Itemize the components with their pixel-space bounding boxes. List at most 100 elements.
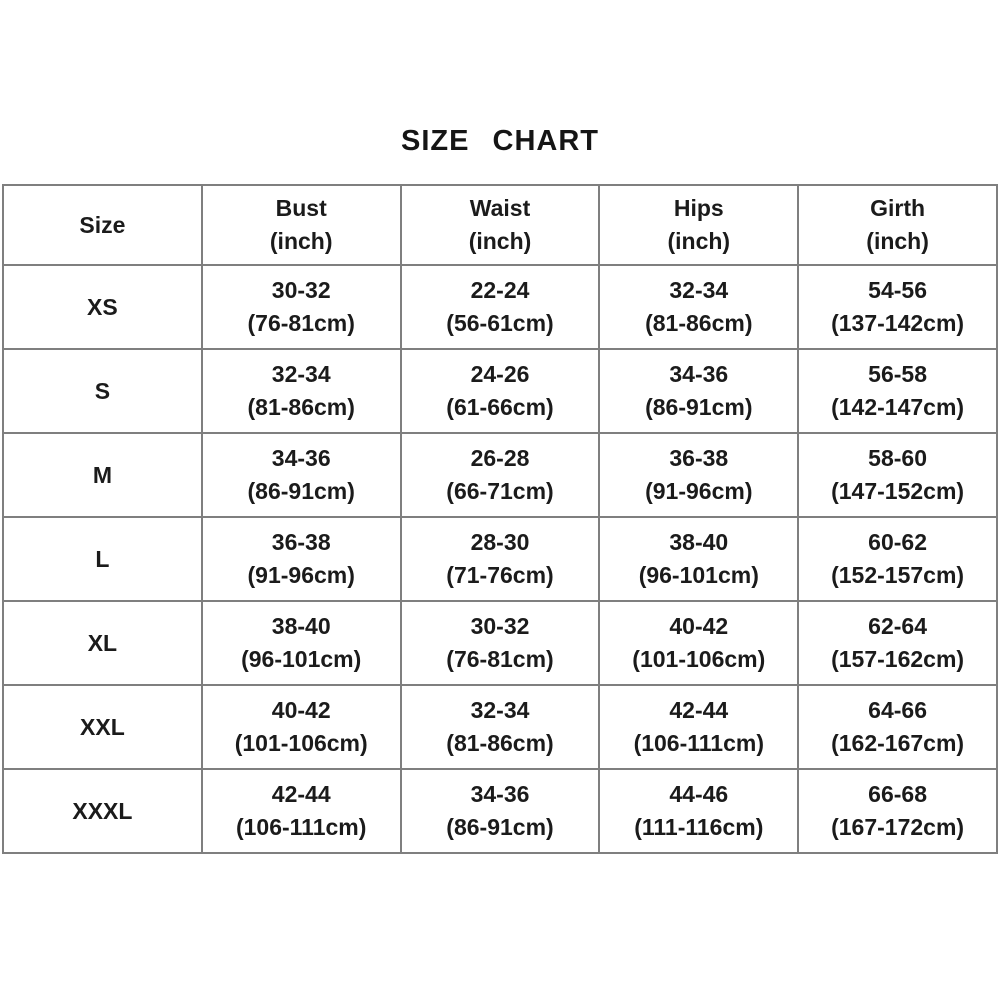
cell-waist: 24-26 (61-66cm) [399, 348, 601, 434]
waist-inch-value: 30-32 [470, 613, 530, 639]
cell-bust: 32-34 (81-86cm) [200, 348, 402, 434]
col-header-bust: Bust (inch) [200, 184, 402, 266]
waist-cm-value: (86-91cm) [446, 814, 554, 840]
girth-inch-value: 54-56 [868, 277, 927, 303]
table-header: Size Bust (inch) Waist (inch) Hips (inch… [2, 184, 998, 266]
cell-waist: 30-32 (76-81cm) [399, 600, 601, 686]
cell-bust: 34-36 (86-91cm) [200, 432, 402, 518]
cell-waist: 34-36 (86-91cm) [399, 768, 601, 854]
cell-girth: 56-58 (142-147cm) [797, 348, 998, 434]
bust-inch-value: 40-42 [271, 697, 331, 723]
hips-cm-value: (106-111cm) [633, 730, 764, 756]
page-title: SIZE CHART [401, 125, 599, 157]
table-row-xl: XL 38-40 (96-101cm) 30-32 (76-81cm) 40-4… [2, 600, 998, 686]
header-label-size: Size [79, 211, 126, 238]
cell-waist: 28-30 (71-76cm) [399, 516, 601, 602]
bust-inch-value: 38-40 [271, 613, 331, 639]
hips-cm-value: (111-116cm) [634, 814, 764, 840]
bust-inch-value: 30-32 [271, 277, 331, 303]
bust-inch-value: 42-44 [271, 781, 331, 807]
hips-cm-value: (96-101cm) [638, 562, 759, 588]
hips-cm-value: (91-96cm) [645, 478, 753, 504]
cell-size: XL [2, 600, 203, 686]
cell-hips: 44-46 (111-116cm) [598, 768, 800, 854]
table-row-xs: XS 30-32 (76-81cm) 22-24 (56-61cm) 32-34… [2, 264, 998, 350]
bust-cm-value: (81-86cm) [247, 394, 355, 420]
girth-cm-value: (152-157cm) [831, 562, 965, 588]
cell-size: XXL [2, 684, 203, 770]
cell-girth: 66-68 (167-172cm) [797, 768, 998, 854]
col-header-waist: Waist (inch) [399, 184, 601, 266]
hips-inch-value: 36-38 [669, 445, 729, 471]
col-header-size: Size [2, 184, 203, 266]
col-header-hips: Hips (inch) [598, 184, 800, 266]
cell-girth: 60-62 (152-157cm) [797, 516, 998, 602]
waist-inch-value: 22-24 [470, 277, 530, 303]
size-chart-table: Size Bust (inch) Waist (inch) Hips (inch… [2, 184, 998, 854]
hips-inch-value: 40-42 [669, 613, 729, 639]
girth-cm-value: (137-142cm) [831, 310, 965, 336]
cell-size: S [2, 348, 203, 434]
waist-cm-value: (61-66cm) [446, 394, 554, 420]
girth-inch-value: 64-66 [868, 697, 927, 723]
cell-hips: 32-34 (81-86cm) [598, 264, 800, 350]
cell-bust: 38-40 (96-101cm) [200, 600, 402, 686]
cell-size: M [2, 432, 203, 518]
table-row-m: M 34-36 (86-91cm) 26-28 (66-71cm) 36-38 … [2, 432, 998, 518]
size-label: XXL [80, 713, 125, 740]
waist-cm-value: (81-86cm) [446, 730, 554, 756]
header-unit-girth: (inch) [866, 228, 929, 254]
header-row: Size Bust (inch) Waist (inch) Hips (inch… [2, 184, 998, 266]
girth-cm-value: (162-167cm) [831, 730, 965, 756]
header-label-waist: Waist [469, 195, 531, 221]
hips-inch-value: 42-44 [669, 697, 729, 723]
table-row-s: S 32-34 (81-86cm) 24-26 (61-66cm) 34-36 … [2, 348, 998, 434]
bust-inch-value: 36-38 [271, 529, 331, 555]
cell-hips: 36-38 (91-96cm) [598, 432, 800, 518]
size-label: XXXL [72, 797, 133, 824]
cell-girth: 62-64 (157-162cm) [797, 600, 998, 686]
size-label: XL [87, 629, 118, 656]
table-row-xxxl: XXXL 42-44 (106-111cm) 34-36 (86-91cm) 4… [2, 768, 998, 854]
cell-hips: 40-42 (101-106cm) [598, 600, 800, 686]
header-label-bust: Bust [275, 195, 327, 221]
cell-waist: 32-34 (81-86cm) [399, 684, 601, 770]
waist-inch-value: 32-34 [470, 697, 530, 723]
col-header-girth: Girth (inch) [797, 184, 998, 266]
hips-inch-value: 32-34 [669, 277, 729, 303]
bust-cm-value: (91-96cm) [247, 562, 355, 588]
bust-cm-value: (96-101cm) [241, 646, 362, 672]
cell-bust: 42-44 (106-111cm) [200, 768, 402, 854]
header-unit-waist: (inch) [468, 228, 532, 254]
bust-inch-value: 32-34 [271, 361, 331, 387]
cell-bust: 40-42 (101-106cm) [200, 684, 402, 770]
header-unit-hips: (inch) [667, 228, 731, 254]
cell-hips: 38-40 (96-101cm) [598, 516, 800, 602]
waist-cm-value: (71-76cm) [446, 562, 554, 588]
cell-hips: 42-44 (106-111cm) [598, 684, 800, 770]
size-label: XS [87, 293, 118, 320]
table-body: XS 30-32 (76-81cm) 22-24 (56-61cm) 32-34… [2, 264, 998, 854]
waist-inch-value: 34-36 [470, 781, 530, 807]
cell-girth: 58-60 (147-152cm) [797, 432, 998, 518]
cell-size: L [2, 516, 203, 602]
hips-cm-value: (86-91cm) [645, 394, 753, 420]
girth-inch-value: 56-58 [868, 361, 927, 387]
girth-cm-value: (147-152cm) [831, 478, 965, 504]
waist-inch-value: 24-26 [470, 361, 530, 387]
waist-inch-value: 28-30 [470, 529, 530, 555]
header-label-hips: Hips [673, 195, 724, 221]
hips-inch-value: 38-40 [669, 529, 729, 555]
cell-size: XS [2, 264, 203, 350]
cell-bust: 30-32 (76-81cm) [200, 264, 402, 350]
size-label: S [94, 377, 111, 404]
waist-cm-value: (76-81cm) [446, 646, 554, 672]
table-row-xxl: XXL 40-42 (101-106cm) 32-34 (81-86cm) 42… [2, 684, 998, 770]
table-row-l: L 36-38 (91-96cm) 28-30 (71-76cm) 38-40 … [2, 516, 998, 602]
waist-inch-value: 26-28 [470, 445, 530, 471]
cell-girth: 54-56 (137-142cm) [797, 264, 998, 350]
bust-cm-value: (101-106cm) [234, 730, 368, 756]
girth-inch-value: 60-62 [868, 529, 927, 555]
cell-size: XXXL [2, 768, 203, 854]
hips-inch-value: 34-36 [669, 361, 729, 387]
